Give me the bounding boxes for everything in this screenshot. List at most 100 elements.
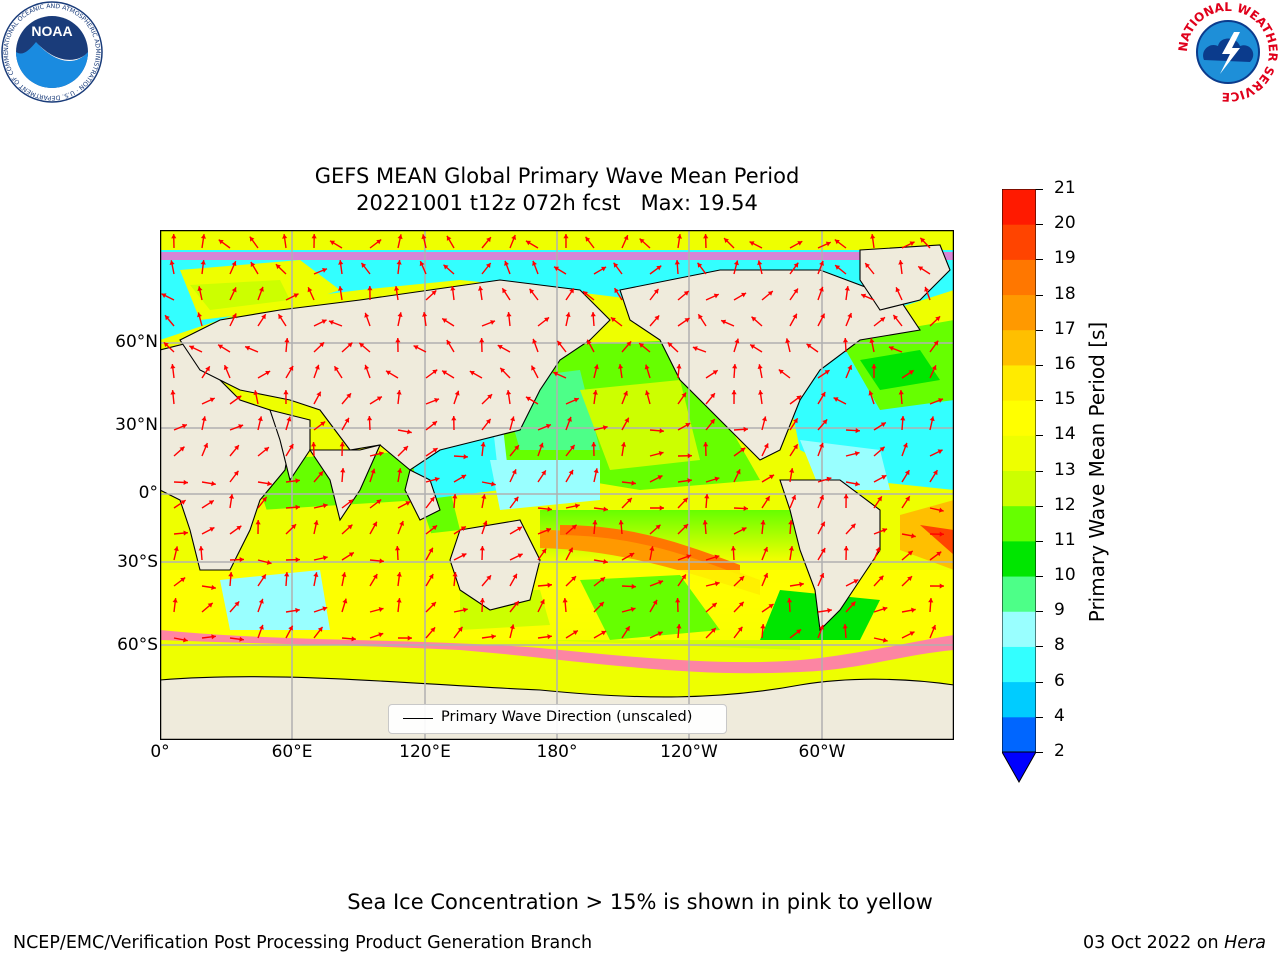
wave-direction-arrowhead [405,501,411,506]
wave-direction-arrowhead [853,579,859,584]
wave-direction-arrowhead [593,468,599,474]
wave-direction-arrowhead [253,390,259,396]
wave-direction-arrowhead [517,553,523,559]
wave-direction-arrowhead [442,370,448,376]
wave-direction-arrowhead [712,370,718,375]
wave-direction-arrowhead [234,445,239,451]
lat-tick-60n: 60°N [115,332,158,352]
wave-period-map: Primary Wave Direction (unscaled) [159,229,955,741]
colorbar-tick-label: 12 [1054,494,1076,515]
wave-direction-arrowhead [908,370,914,375]
wave-direction-arrowhead [311,234,317,239]
wave-direction-arrowhead [868,390,874,396]
wave-direction-arrowhead [793,262,799,268]
wave-direction-arrowhead [372,521,377,527]
wave-direction-arrowhead [562,598,568,603]
wave-direction-arrowhead [655,524,661,530]
wave-direction-arrowhead [341,572,347,577]
wave-direction-arrowhead [211,584,216,591]
wave-direction-arrowhead [364,364,370,370]
map-legend: Primary Wave Direction (unscaled) [388,704,727,734]
wave-direction-arrowhead [291,524,297,530]
wave-direction-arrowhead [935,316,941,322]
wave-direction-arrowhead [348,552,354,557]
wave-direction-arrowhead [590,312,596,317]
wave-direction-arrowhead [714,581,720,587]
wave-direction-arrowhead [370,468,376,474]
lat-tick-60s: 60°S [117,635,158,655]
map-title-line-2: 20221001 t12z 072h fcst Max: 19.54 [356,191,758,215]
wave-direction-arrowhead [855,427,860,434]
wave-direction-arrowhead [644,390,650,396]
wave-direction-arrowhead [827,608,832,614]
wave-direction-arrowhead [768,604,774,609]
wave-direction-arrowhead [568,469,574,475]
colorbar-tick-mark [1036,646,1043,648]
wave-direction-arrowhead [822,419,828,425]
colorbar-band [1002,189,1036,225]
wave-direction-arrowhead [452,494,458,499]
wave-direction-arrowhead [875,547,881,553]
colorbar-band [1002,294,1036,331]
wave-direction-arrowhead [275,264,281,270]
wave-direction-arrowhead [818,442,824,448]
wave-direction-arrowhead [583,291,588,296]
wave-direction-arrowhead [686,554,692,560]
colorbar-tick-mark [1036,364,1043,366]
colorbar-band [1002,611,1036,647]
lat-tick-30n: 30°N [115,415,158,435]
lon-tick-120w: 120°W [660,742,718,762]
wave-direction-arrowhead [738,601,744,607]
wave-direction-arrowhead [842,624,848,629]
wave-direction-arrowhead [593,364,599,370]
wave-direction-arrowhead [396,390,402,395]
wave-direction-arrowhead [340,468,346,473]
wave-direction-arrowhead [769,474,775,480]
colorbar-band [1002,400,1036,436]
wave-direction-arrowhead [469,370,475,376]
wave-direction-arrowhead [625,626,630,632]
wave-direction-arrowhead [209,527,215,532]
wave-direction-arrowhead [479,598,485,603]
wave-direction-arrowhead [481,494,487,499]
wave-direction-arrowhead [263,447,269,452]
wave-direction-arrowhead [529,288,535,294]
wave-direction-arrowhead [741,527,747,532]
wave-direction-arrowhead [432,448,438,453]
wave-direction-arrowhead [865,263,870,269]
wave-direction-arrowhead [313,520,319,526]
wave-direction-arrowhead [236,395,242,401]
wave-direction-arrowhead [399,520,404,526]
wave-direction-arrowhead [454,390,460,396]
wave-direction-arrowhead [403,446,408,451]
wave-direction-arrowhead [710,627,716,633]
wave-direction-arrowhead [513,496,519,502]
wave-direction-arrowhead [348,499,354,505]
wave-direction-arrowhead [600,577,606,583]
wave-direction-arrowhead [592,390,598,395]
wave-direction-arrowhead [200,260,206,265]
wave-direction-arrowhead [737,626,743,632]
wave-direction-arrowhead [880,317,885,323]
colorbar-tick-label: 6 [1054,670,1065,691]
wave-direction-arrowhead [909,241,915,247]
wave-direction-arrowhead [888,346,894,351]
wave-direction-arrowhead [844,286,850,291]
wave-direction-arrowhead [598,602,604,607]
wave-direction-arrowhead [320,421,326,427]
wave-direction-arrowhead [569,288,574,294]
legend-line-swatch [403,718,433,719]
wave-direction-arrowhead [307,287,313,293]
wave-direction-arrowhead [702,520,708,525]
wave-direction-arrowhead [486,575,492,581]
wave-direction-arrowhead [758,390,764,395]
wave-direction-arrowhead [532,260,537,266]
wave-direction-arrowhead [372,574,378,580]
wave-direction-arrowhead [656,265,662,271]
colorbar-tick-label: 2 [1054,741,1065,761]
wave-direction-arrowhead [351,636,356,642]
wave-direction-arrowhead [765,496,770,502]
wave-direction-arrowhead [218,239,224,245]
wave-direction-arrowhead [532,338,538,344]
wave-direction-arrowhead [657,475,663,480]
